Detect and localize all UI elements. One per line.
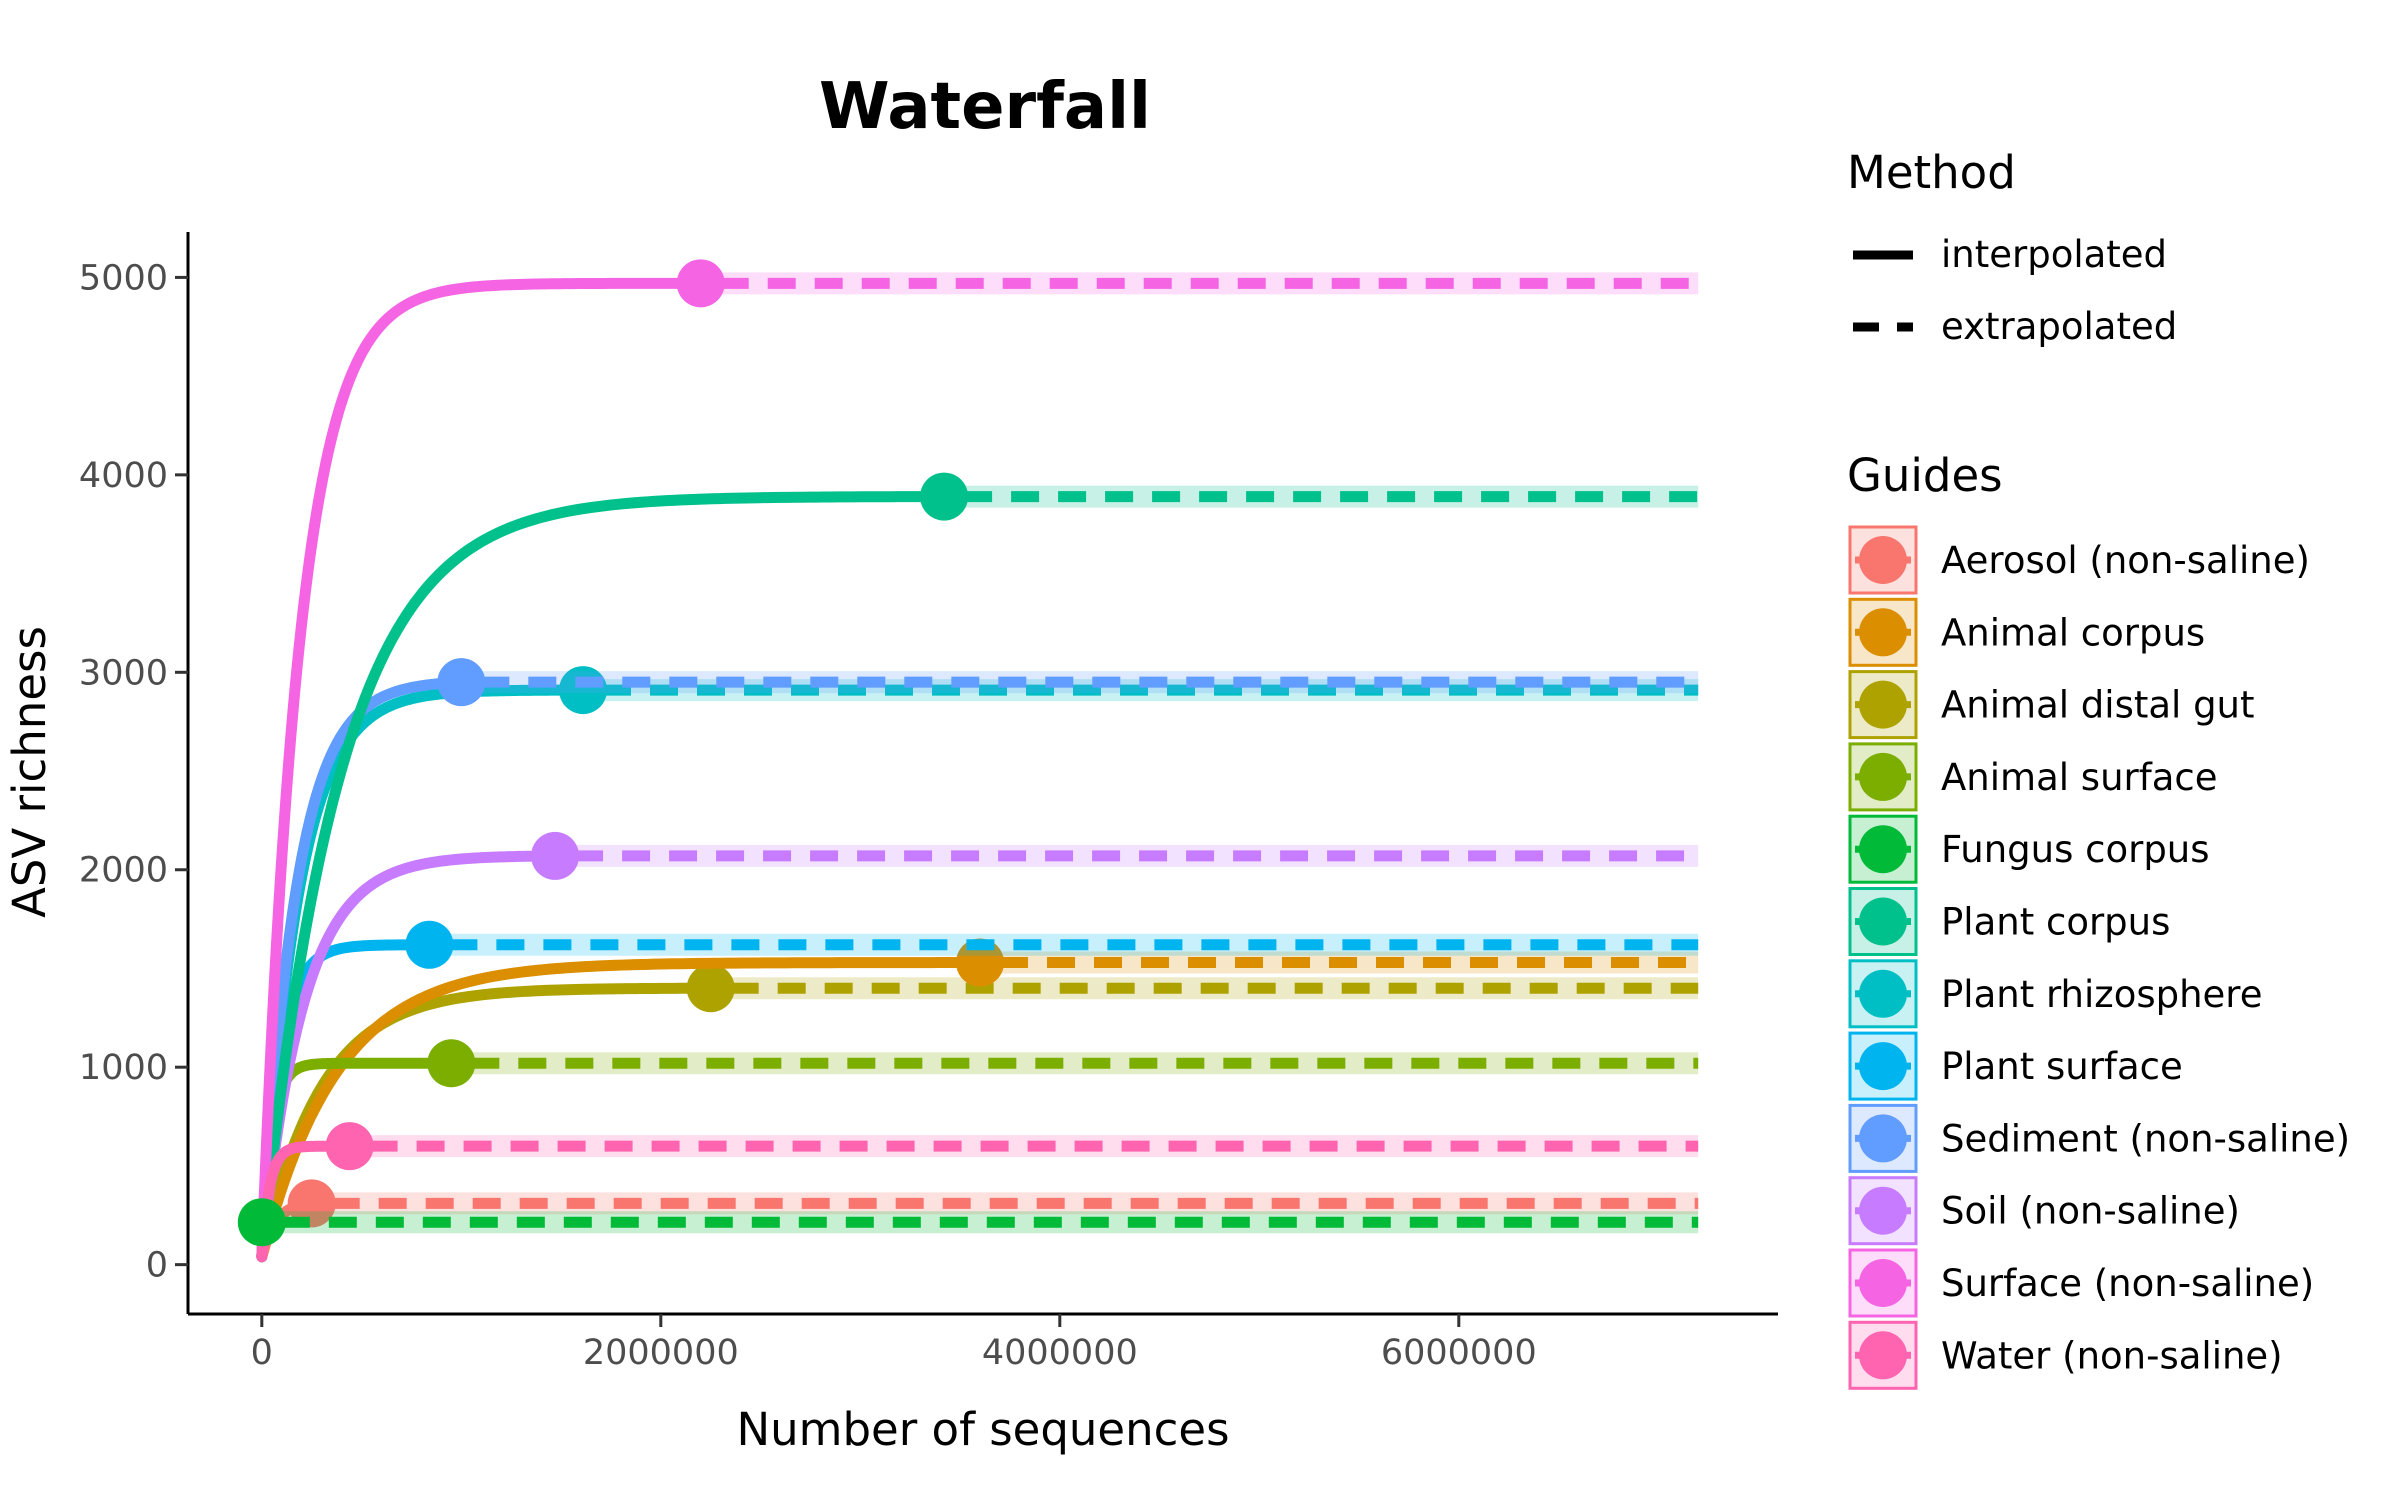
legend-key-point bbox=[1859, 536, 1907, 584]
legend-key-point bbox=[1859, 969, 1907, 1018]
legend-item-fungus-corpus: Fungus corpus bbox=[1848, 814, 2210, 884]
legend-interpolated-label: interpolated bbox=[1941, 233, 2167, 276]
series-observed-point bbox=[405, 920, 454, 969]
legend-extrapolated-label: extrapolated bbox=[1941, 305, 2177, 348]
legend-key-point bbox=[1859, 752, 1907, 801]
legend-item-label: Plant surface bbox=[1941, 1045, 2183, 1088]
x-axis-title: Number of sequences bbox=[736, 1403, 1229, 1456]
series-aerosol-non-saline bbox=[256, 1179, 1699, 1263]
legend-item-aerosol-non-saline: Aerosol (non-saline) bbox=[1848, 525, 2310, 595]
series-surface-non-saline bbox=[256, 259, 1699, 1263]
legend-item-label: Water (non-saline) bbox=[1941, 1334, 2283, 1377]
legend-item-label: Surface (non-saline) bbox=[1941, 1262, 2314, 1305]
y-tick-label: 2000 bbox=[79, 851, 168, 891]
legend-item-label: Aerosol (non-saline) bbox=[1941, 539, 2310, 582]
legend-item-label: Animal corpus bbox=[1941, 611, 2205, 654]
plot-area bbox=[237, 259, 1699, 1263]
legend-item-plant-corpus: Plant corpus bbox=[1848, 887, 2170, 956]
legend-item-label: Animal surface bbox=[1941, 756, 2218, 799]
legend-item-plant-rhizosphere: Plant rhizosphere bbox=[1848, 959, 2262, 1029]
y-ticks: 0 1000 2000 3000 4000 5000 bbox=[79, 258, 188, 1286]
guides-legend-title: Guides bbox=[1847, 449, 2003, 502]
x-tick-label: 4000000 bbox=[982, 1333, 1138, 1373]
y-tick-label: 3000 bbox=[79, 653, 168, 693]
guides-legend: Guides Aerosol (non-saline) Animal corpus… bbox=[1847, 449, 2350, 1390]
legend-key-point bbox=[1859, 1042, 1907, 1091]
legend-item-plant-surface: Plant surface bbox=[1848, 1031, 2183, 1101]
series-observed-point bbox=[920, 472, 969, 521]
legend-key-point bbox=[1859, 680, 1907, 729]
y-tick-label: 0 bbox=[146, 1246, 168, 1286]
axes bbox=[186, 232, 1778, 1316]
legend-key-point bbox=[1859, 897, 1907, 946]
legend-item-label: Sediment (non-saline) bbox=[1941, 1117, 2350, 1160]
series-observed-point bbox=[427, 1039, 476, 1088]
y-tick-label: 1000 bbox=[79, 1048, 168, 1088]
legend-key-point bbox=[1859, 1114, 1907, 1163]
series-observed-point bbox=[676, 259, 725, 308]
legend-item-surface-non-saline: Surface (non-saline) bbox=[1848, 1248, 2314, 1318]
legend-key-point bbox=[1859, 1331, 1907, 1380]
series-observed-point bbox=[437, 658, 486, 707]
legend-item-label: Plant rhizosphere bbox=[1941, 973, 2262, 1016]
legend-item-label: Fungus corpus bbox=[1941, 828, 2210, 871]
series-plant-corpus bbox=[256, 472, 1699, 1263]
legend-key-point bbox=[1859, 1259, 1907, 1307]
x-ticks: 0 2000000 4000000 6000000 bbox=[251, 1314, 1537, 1373]
y-tick-label: 4000 bbox=[79, 456, 168, 496]
legend-item-label: Animal distal gut bbox=[1941, 684, 2255, 727]
series-observed-point bbox=[531, 831, 580, 880]
series-observed-point bbox=[237, 1198, 286, 1247]
legend-key-point bbox=[1859, 1186, 1907, 1235]
series-observed-point bbox=[686, 964, 735, 1013]
legend-item-animal-distal-gut: Animal distal gut bbox=[1848, 670, 2255, 740]
legend-item-label: Plant corpus bbox=[1941, 901, 2170, 944]
series-interpolated-line bbox=[256, 957, 986, 1263]
legend-item-animal-corpus: Animal corpus bbox=[1848, 597, 2205, 667]
method-legend: Method interpolated extrapolated bbox=[1847, 146, 2177, 348]
legend-item-soil-non-saline: Soil (non-saline) bbox=[1848, 1176, 2240, 1246]
series-observed-point bbox=[325, 1122, 374, 1171]
legend-item-sediment-non-saline: Sediment (non-saline) bbox=[1848, 1103, 2350, 1173]
method-legend-title: Method bbox=[1847, 146, 2016, 199]
x-tick-label: 2000000 bbox=[583, 1333, 739, 1373]
legend-key-point bbox=[1859, 608, 1907, 657]
x-tick-label: 6000000 bbox=[1381, 1333, 1537, 1373]
legend-item-animal-surface: Animal surface bbox=[1848, 742, 2218, 812]
x-tick-label: 0 bbox=[251, 1333, 273, 1373]
series-observed-point bbox=[287, 1179, 336, 1228]
series-fungus-corpus bbox=[237, 1198, 1699, 1247]
series-observed-point bbox=[956, 938, 1005, 987]
legend-item-label: Soil (non-saline) bbox=[1941, 1190, 2240, 1233]
y-tick-label: 5000 bbox=[79, 258, 168, 298]
legend-key-point bbox=[1859, 825, 1907, 874]
series-interpolated-line bbox=[256, 491, 950, 1263]
chart-title: Waterfall bbox=[819, 70, 1151, 144]
series-animal-corpus bbox=[256, 938, 1699, 1263]
y-axis-title: ASV richness bbox=[3, 626, 56, 918]
series-interpolated-line bbox=[256, 277, 707, 1263]
legend-item-water-non-saline: Water (non-saline) bbox=[1848, 1320, 2283, 1390]
